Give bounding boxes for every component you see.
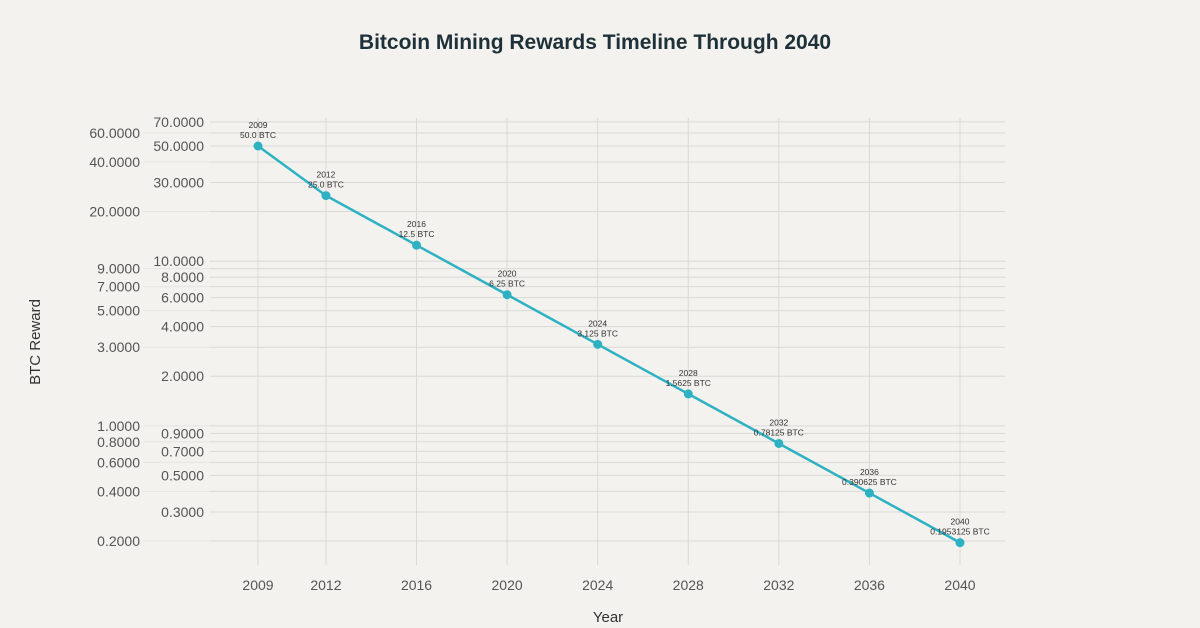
x-tick-label: 2012 <box>310 577 341 593</box>
y-tick-label: 30.0000 <box>153 175 204 191</box>
data-label-year: 2036 <box>860 467 879 477</box>
data-label-value: 12.5 BTC <box>399 229 435 239</box>
x-tick-label: 2009 <box>242 577 273 593</box>
y-tick-label: 0.2000 <box>97 533 140 549</box>
y-tick-label: 7.0000 <box>97 279 140 295</box>
y-tick-label: 2.0000 <box>161 368 204 384</box>
data-label-value: 3.125 BTC <box>577 328 618 338</box>
data-label-value: 0.390625 BTC <box>842 477 897 487</box>
x-axis: 2009 2012 2016 2020 2024 2028 2032 2036 2040 <box>242 577 975 593</box>
y-tick-label: 40.0000 <box>89 154 140 170</box>
y-tick-label: 4.0000 <box>161 319 204 335</box>
x-tick-label: 2024 <box>582 577 613 593</box>
y-tick-label: 6.0000 <box>161 290 204 306</box>
data-point <box>774 438 784 448</box>
data-label-year: 2040 <box>951 517 970 527</box>
y-tick-label: 0.5000 <box>161 467 204 483</box>
data-point <box>321 191 331 201</box>
data-label-value: 50.0 BTC <box>240 130 276 140</box>
data-label-year: 2024 <box>588 318 607 328</box>
data-label-value: 0.78125 BTC <box>754 427 804 437</box>
y-tick-label: 0.8000 <box>97 434 140 450</box>
data-label-year: 2028 <box>679 368 698 378</box>
data-point <box>502 290 512 300</box>
y-tick-label: 0.7000 <box>161 443 204 459</box>
y-tick-label: 70.0000 <box>153 114 204 130</box>
y-tick-label: 20.0000 <box>89 204 140 220</box>
y-axis: 70.0000 60.0000 50.0000 40.0000 30.0000 20.00… <box>89 114 204 549</box>
y-tick-label: 8.0000 <box>161 269 204 285</box>
x-tick-label: 2020 <box>492 577 523 593</box>
x-tick-label: 2040 <box>944 577 975 593</box>
data-label-year: 2012 <box>316 170 335 180</box>
y-axis-label: BTC Reward <box>27 299 44 385</box>
y-tick-label: 0.3000 <box>161 504 204 520</box>
data-label-value: 6.25 BTC <box>489 279 525 289</box>
y-tick-label: 3.0000 <box>97 339 140 355</box>
y-tick-label: 0.4000 <box>97 483 140 499</box>
data-point <box>955 538 965 548</box>
data-point <box>683 389 693 399</box>
x-tick-label: 2032 <box>763 577 794 593</box>
y-tick-label: 10.0000 <box>153 253 204 269</box>
data-label-year: 2009 <box>249 120 268 130</box>
data-label-value: 0.1953125 BTC <box>930 527 990 537</box>
y-tick-label: 9.0000 <box>97 261 140 277</box>
x-axis-label: Year <box>593 609 623 626</box>
x-tick-label: 2016 <box>401 577 432 593</box>
y-tick-label: 5.0000 <box>97 303 140 319</box>
y-tick-label: 60.0000 <box>89 125 140 141</box>
x-tick-label: 2028 <box>673 577 704 593</box>
data-label-year: 2020 <box>498 269 517 279</box>
y-tick-label: 0.6000 <box>97 454 140 470</box>
data-point <box>412 240 422 250</box>
data-label-year: 2032 <box>769 417 788 427</box>
grid <box>143 118 1005 565</box>
data-label-year: 2016 <box>407 219 426 229</box>
data-label-value: 25.0 BTC <box>308 180 344 190</box>
data-point <box>864 488 874 498</box>
y-tick-label: 0.9000 <box>161 425 204 441</box>
y-tick-label: 1.0000 <box>97 418 140 434</box>
x-tick-label: 2036 <box>854 577 885 593</box>
chart-title: Bitcoin Mining Rewards Timeline Through … <box>359 31 831 54</box>
data-point <box>253 141 263 151</box>
data-label-value: 1.5625 BTC <box>666 378 711 388</box>
y-tick-label: 50.0000 <box>153 138 204 154</box>
data-point <box>593 339 603 349</box>
